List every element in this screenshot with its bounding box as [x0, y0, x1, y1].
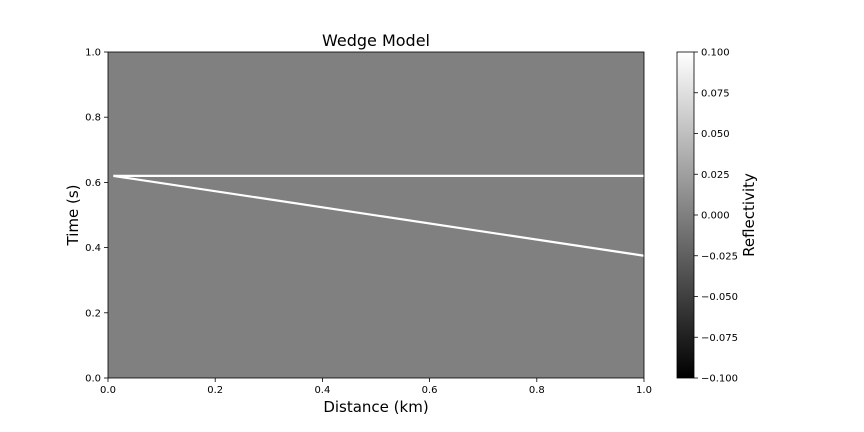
- y-axis-title: Time (s): [64, 185, 82, 247]
- x-axis: 0.0 0.2 0.4 0.6 0.8 1.0: [100, 378, 652, 396]
- colorbar-tick-label: 0.050: [701, 129, 730, 140]
- y-tick-label: 0.0: [85, 374, 101, 385]
- x-tick-label: 0.8: [529, 385, 545, 396]
- x-tick-label: 0.6: [422, 385, 438, 396]
- colorbar-tick-label: −0.050: [701, 292, 738, 303]
- y-tick-label: 1.0: [85, 48, 101, 59]
- x-axis-title: Distance (km): [323, 398, 428, 416]
- y-tick-label: 0.6: [85, 178, 101, 189]
- series-layer: [113, 174, 645, 257]
- colorbar-tick-label: 0.025: [701, 170, 730, 181]
- x-tick-label: 0.2: [207, 385, 223, 396]
- colorbar-tick-label: −0.075: [701, 333, 738, 344]
- plot-frame: [107, 51, 645, 379]
- colorbar-title: Reflectivity: [740, 173, 758, 257]
- colorbar-axis: −0.100 −0.075 −0.050 −0.025 0.000 0.025 0.050 0…: [694, 48, 738, 385]
- x-tick-label: 0.0: [100, 385, 116, 396]
- y-tick-label: 0.2: [85, 308, 101, 319]
- colorbar-tick-label: 0.000: [701, 211, 730, 222]
- colorbar-tick-label: 0.075: [701, 88, 730, 99]
- y-tick-label: 0.8: [85, 113, 101, 124]
- colorbar-tick-label: −0.025: [701, 251, 738, 262]
- y-tick-label: 0.4: [85, 243, 101, 254]
- colorbar: [676, 51, 695, 379]
- colorbar-tick-label: −0.100: [701, 374, 738, 385]
- reflector-line-2: [113, 174, 645, 257]
- chart-title: Wedge Model: [322, 31, 430, 50]
- x-tick-label: 1.0: [636, 385, 652, 396]
- colorbar-tick-label: 0.100: [701, 48, 730, 59]
- x-tick-label: 0.4: [314, 385, 330, 396]
- y-axis: 0.0 0.2 0.4 0.6 0.8 1.0: [85, 48, 108, 385]
